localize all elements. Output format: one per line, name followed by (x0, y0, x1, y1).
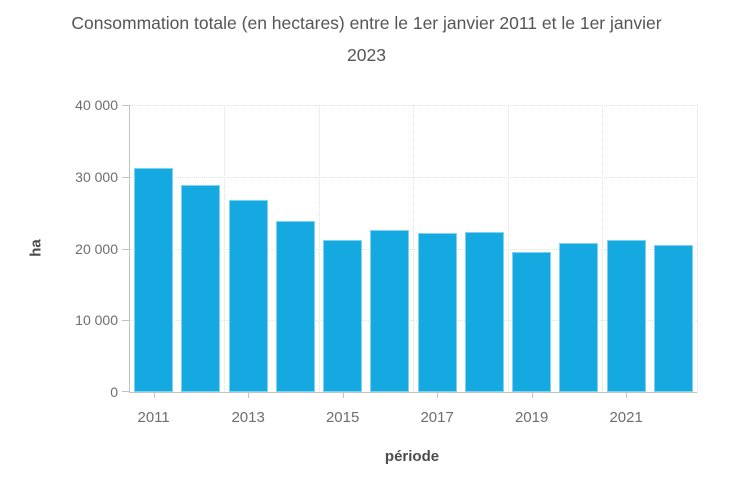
bar-2013[interactable] (228, 200, 268, 392)
x-tick-label-2017: 2017 (420, 409, 454, 426)
bar-2019[interactable] (512, 252, 552, 392)
y-tick-label-20000: 20 000 (75, 240, 118, 257)
y-tick-30000 (122, 176, 130, 178)
bar-2021[interactable] (606, 239, 646, 392)
bar-2012[interactable] (181, 185, 221, 392)
x-tick-2021 (626, 392, 628, 398)
bar-2018[interactable] (464, 232, 504, 392)
bar-2015[interactable] (323, 239, 363, 392)
y-tick-20000 (122, 248, 130, 250)
x-tick-2013 (248, 392, 250, 398)
x-tick-label-2015: 2015 (325, 409, 360, 426)
y-tick-label-0: 0 (110, 384, 118, 400)
x-tick-2015 (342, 392, 344, 398)
x-tick-label-2011: 2011 (137, 409, 170, 426)
chart-title-line-1: Consommation totale (en hectares) entre … (71, 13, 662, 33)
y-tick-40000 (122, 105, 130, 106)
gridline-v-2012 (224, 105, 225, 392)
x-tick-label-2021: 2021 (609, 409, 643, 426)
bar-2014[interactable] (275, 221, 315, 392)
gridline-v-2014 (318, 105, 320, 392)
bar-2022[interactable] (653, 245, 693, 392)
x-tick-2011 (153, 392, 155, 398)
gridline-v-2022 (696, 105, 698, 392)
x-tick-label-2019: 2019 (514, 409, 549, 426)
bar-2020[interactable] (559, 243, 599, 392)
chart-title-line-2: 2023 (347, 45, 386, 65)
y-tick-label-10000: 10 000 (75, 312, 118, 329)
gridline-v-2016 (413, 105, 414, 392)
bar-2011[interactable] (134, 168, 174, 392)
plot-area: 0 10 000 20 000 30 000 40 000 2011 2013 2015 201… (75, 97, 698, 426)
chart-title: Consommation totale (en hectares) entre … (0, 7, 733, 71)
bar-2017[interactable] (417, 233, 457, 392)
x-axis-title: période (384, 448, 440, 465)
gridline-v-2020 (602, 105, 603, 392)
gridline-v-2018 (507, 105, 509, 392)
y-axis-title: ha (27, 239, 45, 257)
x-tick-2019 (531, 392, 533, 398)
y-tick-10000 (122, 320, 130, 322)
x-tick-label-2013: 2013 (231, 409, 265, 426)
bar-2016[interactable] (370, 230, 410, 392)
x-tick-2017 (437, 392, 439, 398)
y-tick-0 (122, 391, 130, 392)
y-tick-label-30000: 30 000 (75, 168, 118, 185)
y-tick-label-40000: 40 000 (75, 97, 118, 113)
